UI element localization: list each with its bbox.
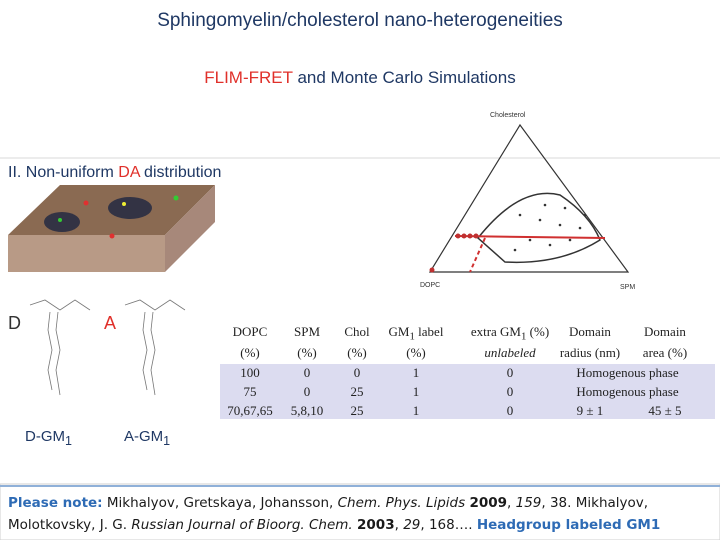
table-cell: 0 <box>303 384 311 399</box>
text: DA <box>118 164 140 181</box>
tie-line <box>469 237 486 273</box>
text: Mikhalyov, Gretskaya, Johansson, <box>102 495 338 511</box>
phase-boundary <box>476 192 601 264</box>
table-cell: 0 <box>303 365 311 380</box>
donor: D <box>8 313 21 333</box>
header-cell: extra GM1 (%) <box>450 324 570 343</box>
text: 1 <box>521 330 527 343</box>
molecule-a <box>124 299 186 396</box>
acceptor-dot <box>83 200 89 206</box>
table-cell: 75 <box>243 384 257 399</box>
title: Sphingomyelin/cholesterol nano-heterogen… <box>157 10 563 31</box>
header-cell: Domain <box>644 324 686 339</box>
domain <box>44 212 80 232</box>
text: , 38. Mikhalyov, Molotkovsky, J. G. <box>8 495 649 533</box>
table-cell: 1 <box>412 403 420 418</box>
text: , 168…. <box>420 517 477 533</box>
table-cell: 0 <box>506 365 514 380</box>
table-cell: 25 <box>350 403 364 418</box>
header-cell: (%) <box>240 345 260 360</box>
text: distribution <box>139 164 222 181</box>
table-cell: 45 ± 5 <box>648 403 682 418</box>
text: label <box>414 324 444 339</box>
note-box <box>0 483 720 540</box>
header-cell: DOPC <box>232 324 268 339</box>
header-cell: Chol <box>344 324 370 339</box>
text: 1 <box>65 434 72 448</box>
table-cell: 0 <box>506 384 514 399</box>
tie-line <box>454 235 606 239</box>
header-cell: SPM <box>293 324 321 339</box>
donor-dot <box>122 202 126 206</box>
text: 29 <box>403 517 421 533</box>
table-cell: 9 ± 1 <box>576 403 604 418</box>
donor-label: D-GM1 <box>25 428 72 448</box>
subtitle: FLIM-FRET and Monte Carlo Simulations <box>0 68 720 88</box>
vertex-label: DOPC <box>420 282 441 289</box>
acceptor: A <box>104 313 116 334</box>
molecule-d <box>29 299 91 396</box>
text: , <box>394 517 404 533</box>
text: 2003 <box>357 517 395 533</box>
subtitle-rest: and Monte Carlo Simulations <box>292 68 516 87</box>
table-cell: Homogenous phase <box>576 384 679 399</box>
text: II. Non-uniform <box>8 164 119 181</box>
section-title: II. Non-uniform DA distribution <box>8 164 221 182</box>
text: (%) <box>526 324 550 339</box>
domain <box>108 197 152 219</box>
table-cell: Homogenous phase <box>576 365 679 380</box>
table-cell: 5,8,10 <box>290 403 324 418</box>
header-cell: unlabeled <box>484 345 536 360</box>
subtitle-highlight: FLIM-FRET <box>204 68 293 87</box>
vertex-label: Cholesterol <box>490 112 526 119</box>
table-cell: 0 <box>353 365 361 380</box>
table-cell: 1 <box>412 365 420 380</box>
membrane-side <box>165 185 215 272</box>
text: Russian Journal of Bioorg. Chem. <box>131 517 358 533</box>
text: Please note: <box>8 495 103 511</box>
header-cell: area (%) <box>642 345 688 360</box>
header-cell: (%) <box>297 345 317 360</box>
text: 2009 <box>469 495 508 511</box>
membrane-front <box>8 235 165 272</box>
text: Headgroup labeled GM1 <box>476 517 661 533</box>
acceptor-label: A-GM1 <box>124 428 170 448</box>
text: 159 <box>515 495 542 511</box>
text: , <box>507 495 516 511</box>
composition-points <box>429 233 479 273</box>
header-cell: (%) <box>347 345 367 360</box>
text: 1 <box>163 434 171 448</box>
text: extra GM <box>470 324 521 339</box>
text: Chem. Phys. Lipids <box>337 495 470 511</box>
header-cell: radius (nm) <box>559 345 621 360</box>
text: D-GM <box>25 428 65 445</box>
donor-dot <box>173 195 179 201</box>
text: A-GM <box>124 428 164 445</box>
vertex-label: SPM <box>620 284 636 291</box>
table-cell: 25 <box>350 384 364 399</box>
ternary-triangle <box>428 123 630 273</box>
note: Please note: Mikhalyov, Gretskaya, Johan… <box>8 492 712 536</box>
table-cell: 70,67,65 <box>227 403 273 418</box>
text: 1 <box>409 330 415 343</box>
donor-dot <box>58 218 62 222</box>
header-cell: GM1 label <box>356 324 476 343</box>
simulation-points <box>513 203 587 252</box>
table-cell: 100 <box>240 365 260 380</box>
table-body-bg <box>220 364 715 419</box>
text: A <box>104 313 117 333</box>
text: GM <box>388 324 410 339</box>
acceptor-dot <box>109 233 115 239</box>
table-cell: 1 <box>412 384 420 399</box>
header-cell: Domain <box>569 324 611 339</box>
table-cell: 0 <box>506 403 514 418</box>
header-cell: (%) <box>406 345 426 360</box>
